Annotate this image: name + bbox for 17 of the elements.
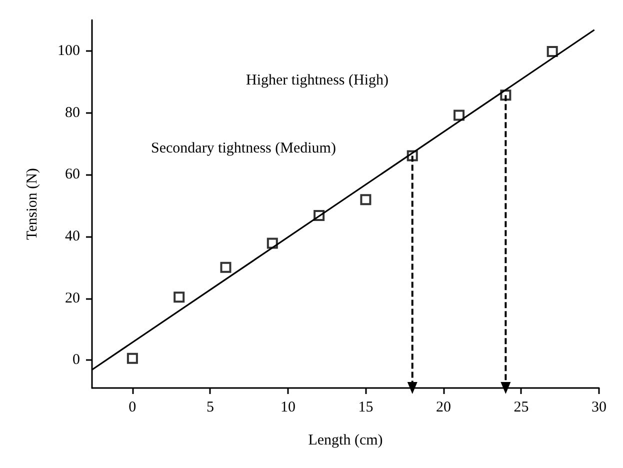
y-tick-label: 40 bbox=[65, 228, 80, 244]
x-tick-label: 10 bbox=[280, 400, 296, 416]
x-tick-label: 30 bbox=[592, 400, 606, 416]
annotation: Higher tightness (High) bbox=[246, 72, 388, 88]
x-tick-label: 5 bbox=[206, 400, 214, 416]
y-tick-label: 80 bbox=[65, 104, 80, 121]
x-tick-label: 25 bbox=[514, 400, 529, 416]
y-tick-label: 100 bbox=[58, 42, 80, 59]
annotation: Secondary tightness (Medium) bbox=[151, 140, 336, 156]
x-tick-label: 15 bbox=[358, 400, 374, 416]
y-tick-label: 0 bbox=[72, 352, 80, 368]
x-tick-label: 20 bbox=[436, 400, 451, 416]
y-tick-label: 20 bbox=[65, 290, 80, 306]
y-axis-title: Tension (N) bbox=[24, 168, 40, 240]
x-axis-title: Length (cm) bbox=[308, 432, 383, 448]
x-tick-label: 0 bbox=[128, 400, 136, 416]
y-tick-label: 60 bbox=[65, 166, 80, 183]
